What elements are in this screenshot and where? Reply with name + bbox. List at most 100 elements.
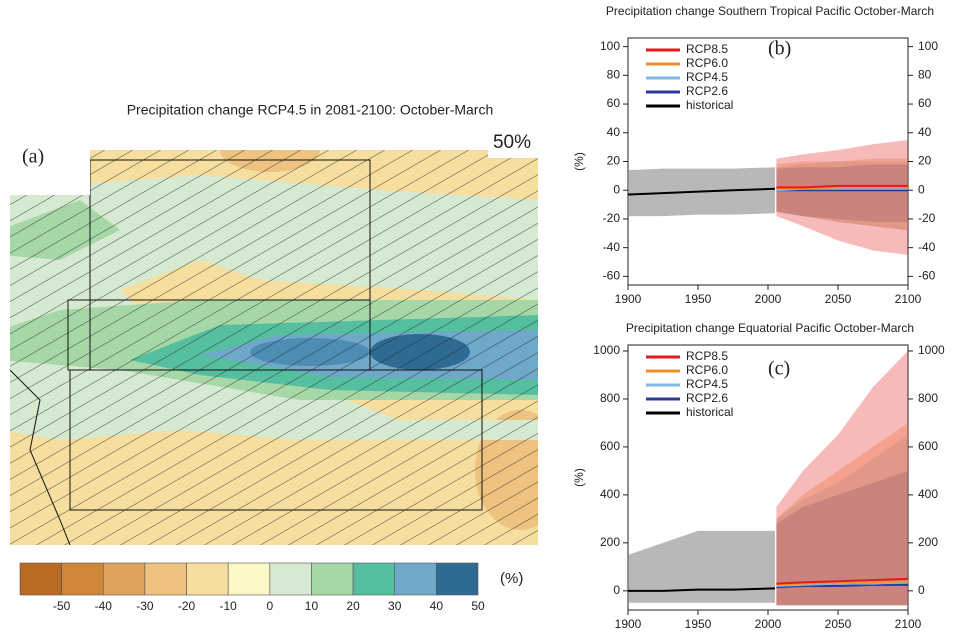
x-tick-label: 1900: [615, 292, 642, 306]
series-line: [776, 186, 908, 190]
y2-tick-label: 0: [918, 182, 925, 196]
x-tick-label: 2100: [895, 292, 922, 306]
colorbar-label: (%): [500, 570, 523, 587]
chart-title: Precipitation change RCP4.5 in 2081-2100…: [127, 102, 494, 118]
y-axis-label: (%): [572, 152, 586, 171]
colorbar-tick-label: -30: [136, 599, 154, 613]
x-tick-label: 1900: [615, 617, 642, 631]
legend-label: historical: [686, 405, 733, 419]
panel-label: (a): [22, 146, 44, 168]
y-tick-label: 0: [613, 583, 620, 597]
x-tick-label: 2050: [825, 292, 852, 306]
x-tick-label: 1950: [685, 292, 712, 306]
x-tick-label: 1950: [685, 617, 712, 631]
significance-hatching: [10, 150, 538, 545]
x-tick-label: 2000: [755, 617, 782, 631]
series-line: [776, 577, 909, 585]
spread-band: [776, 158, 908, 231]
y2-tick-label: 0: [918, 583, 925, 597]
series-line: [776, 580, 909, 586]
y2-tick-label: 400: [918, 487, 938, 501]
y2-tick-label: 800: [918, 391, 938, 405]
colorbar-tick-label: 50: [471, 599, 485, 613]
colorbar-tick-label: 10: [305, 599, 319, 613]
y-tick-label: 80: [607, 68, 621, 82]
legend-label: RCP4.5: [686, 377, 728, 391]
series-line: [776, 583, 908, 589]
y2-tick-label: 40: [918, 125, 932, 139]
series-line: [776, 184, 908, 189]
spread-band: [776, 139, 908, 255]
y-tick-label: 600: [600, 439, 620, 453]
y-tick-label: -40: [603, 240, 621, 254]
y2-tick-label: 600: [918, 439, 938, 453]
colorbar-tick-label: 0: [266, 599, 273, 613]
y2-tick-label: 100: [918, 39, 938, 53]
region-box: [69, 369, 483, 511]
colorbar-swatch: [227, 562, 271, 596]
legend-label: RCP6.0: [686, 363, 728, 377]
y2-tick-label: 60: [918, 96, 932, 110]
colorbar-swatch: [269, 562, 312, 596]
colorbar-tick-label: 40: [430, 599, 444, 613]
annotation-box: [488, 128, 538, 158]
spread-band: [776, 434, 908, 606]
spread-band: [628, 530, 775, 603]
annotation: 50%: [493, 132, 531, 153]
y-tick-label: -20: [603, 211, 621, 225]
coastline: [10, 369, 71, 545]
colorbar-swatch: [436, 562, 479, 596]
y2-tick-label: -40: [918, 240, 936, 254]
colorbar-swatch: [186, 562, 229, 596]
colorbar-tick-label: 20: [346, 599, 360, 613]
y-tick-label: 20: [607, 154, 621, 168]
y-tick-label: -60: [603, 269, 621, 283]
y2-tick-label: -60: [918, 269, 936, 283]
series-line: [628, 587, 776, 592]
legend-label: RCP8.5: [686, 349, 728, 363]
x-tick-label: 2100: [895, 617, 922, 631]
colorbar-tick-label: -50: [53, 599, 71, 613]
colorbar-tick-label: -40: [95, 599, 113, 613]
series-line: [627, 187, 776, 196]
colorbar-tick-label: -10: [220, 599, 238, 613]
y2-tick-label: 200: [918, 535, 938, 549]
series-line: [776, 581, 909, 588]
colorbar-swatch: [61, 562, 104, 596]
spread-band: [776, 161, 908, 231]
panel-label: (b): [768, 38, 791, 60]
colorbar-swatch: [102, 562, 146, 596]
colorbar-swatch: [144, 562, 187, 596]
colorbar-tick-label: -20: [178, 599, 196, 613]
y-tick-label: 40: [607, 125, 621, 139]
legend-label: RCP6.0: [686, 56, 728, 70]
y-tick-label: 1000: [593, 343, 620, 357]
map: [10, 150, 538, 545]
spread-band: [776, 470, 908, 606]
colorbar-swatch: [352, 562, 396, 596]
y-tick-label: 60: [607, 96, 621, 110]
y-tick-label: 800: [600, 391, 620, 405]
panel-label: (c): [768, 358, 790, 380]
y-tick-label: 400: [600, 487, 620, 501]
y-tick-label: 100: [600, 39, 620, 53]
chart-title: Precipitation change Southern Tropical P…: [606, 4, 934, 18]
y2-tick-label: 80: [918, 68, 932, 82]
legend-label: RCP2.6: [686, 391, 728, 405]
spread-band: [776, 350, 908, 606]
colorbar-swatch: [311, 562, 354, 596]
y2-tick-label: 1000: [918, 343, 945, 357]
y-tick-label: 0: [613, 182, 620, 196]
spread-band: [776, 422, 908, 606]
y2-tick-label: 20: [918, 154, 932, 168]
colorbar-swatch: [394, 562, 437, 596]
spread-band: [776, 164, 908, 222]
y-axis-label: (%): [572, 468, 586, 487]
chart-title: Precipitation change Equatorial Pacific …: [626, 321, 914, 335]
legend-label: RCP8.5: [686, 42, 728, 56]
y-tick-label: 200: [600, 535, 620, 549]
legend-label: RCP4.5: [686, 70, 728, 84]
colorbar-swatch: [19, 562, 62, 596]
